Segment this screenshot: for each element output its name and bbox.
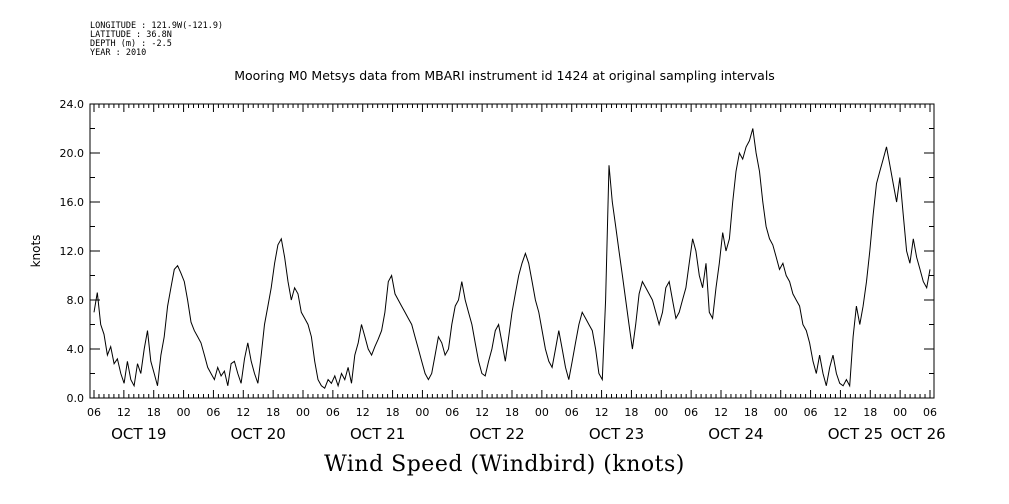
x-tick-label: 18 (863, 406, 877, 419)
x-tick-label: 18 (505, 406, 519, 419)
x-tick-label: 06 (87, 406, 101, 419)
y-tick-label: 4.0 (67, 343, 85, 356)
day-label: OCT 23 (589, 425, 644, 443)
x-tick-label: 12 (236, 406, 250, 419)
x-tick-label: 00 (415, 406, 429, 419)
x-tick-label: 12 (714, 406, 728, 419)
longitude-label: LONGITUDE : 121.9W(-121.9) (90, 21, 224, 31)
y-tick-label: 20.0 (60, 147, 85, 160)
x-tick-label: 06 (923, 406, 937, 419)
latitude-label: LATITUDE : 36.8N (90, 30, 172, 40)
chart-title: Mooring M0 Metsys data from MBARI instru… (234, 68, 775, 83)
day-label: OCT 20 (231, 425, 286, 443)
x-tick-label: 12 (595, 406, 609, 419)
day-label: OCT 25 (828, 425, 883, 443)
day-label: OCT 24 (708, 425, 763, 443)
x-tick-label: 00 (535, 406, 549, 419)
year-label: YEAR : 2010 (90, 48, 147, 58)
metadata-block: LONGITUDE : 121.9W(-121.9) LATITUDE : 36… (90, 22, 223, 58)
x-axis-title: Wind Speed (Windbird) (knots) (324, 452, 685, 477)
x-tick-label: 00 (296, 406, 310, 419)
y-tick-label: 0.0 (67, 392, 85, 405)
depth-label: DEPTH (m) : -2.5 (90, 39, 172, 49)
x-tick-label: 18 (744, 406, 758, 419)
x-tick-label: 18 (624, 406, 638, 419)
x-tick-label: 18 (386, 406, 400, 419)
x-tick-label: 06 (804, 406, 818, 419)
x-tick-label: 06 (326, 406, 340, 419)
x-tick-label: 12 (475, 406, 489, 419)
y-axis-label: knots (29, 235, 43, 268)
y-tick-label: 8.0 (67, 294, 85, 307)
x-tick-label: 06 (206, 406, 220, 419)
x-tick-label: 00 (893, 406, 907, 419)
x-tick-label: 18 (266, 406, 280, 419)
y-tick-label: 24.0 (60, 98, 85, 111)
x-tick-label: 06 (565, 406, 579, 419)
plot-frame (89, 103, 935, 399)
x-tick-label: 12 (833, 406, 847, 419)
x-tick-label: 12 (356, 406, 370, 419)
series-line (93, 128, 931, 389)
day-label: OCT 19 (111, 425, 166, 443)
x-tick-label: 00 (774, 406, 788, 419)
day-label: OCT 21 (350, 425, 405, 443)
x-tick-label: 12 (117, 406, 131, 419)
x-tick-label: 18 (147, 406, 161, 419)
x-tick-label: 00 (177, 406, 191, 419)
y-tick-label: 16.0 (60, 196, 85, 209)
day-label: OCT 22 (469, 425, 524, 443)
x-tick-label: 00 (654, 406, 668, 419)
y-tick-label: 12.0 (60, 245, 85, 258)
x-tick-label: 06 (684, 406, 698, 419)
x-tick-label: 06 (445, 406, 459, 419)
day-label: OCT 26 (890, 425, 945, 443)
